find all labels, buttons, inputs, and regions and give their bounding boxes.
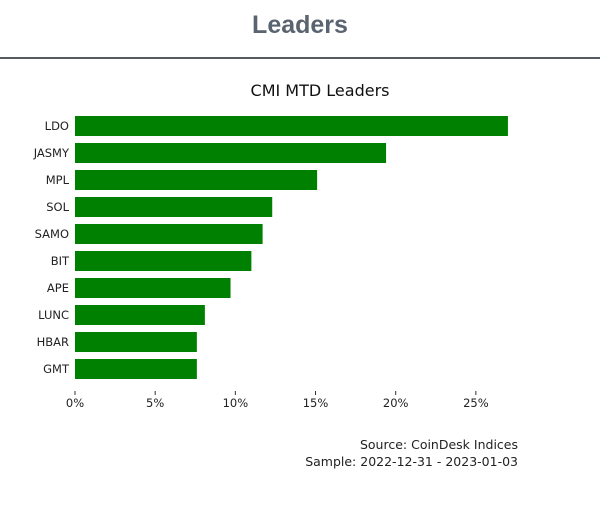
bar-gmt	[75, 359, 197, 379]
y-tick-label: GMT	[43, 362, 70, 376]
bar-hbar	[75, 332, 197, 352]
x-axis: 0% 5% 10% 15% 20% 25%	[66, 391, 489, 410]
bar-jasmy	[75, 143, 387, 163]
y-tick-label: HBAR	[37, 335, 69, 349]
x-tick-label: 15%	[303, 396, 329, 410]
bar-lunc	[75, 305, 205, 325]
y-tick-label: SAMO	[35, 227, 69, 241]
y-tick-label: SOL	[46, 200, 69, 214]
bar-mpl	[75, 170, 318, 190]
page-header: Leaders	[0, 0, 600, 59]
x-tick-label: 25%	[463, 396, 489, 410]
y-tick-label: LUNC	[38, 308, 69, 322]
bar-ldo	[75, 116, 508, 136]
x-tick-label: 0%	[66, 396, 84, 410]
sample-line: Sample: 2022-12-31 - 2023-01-03	[305, 454, 518, 469]
y-tick-label: MPL	[46, 173, 70, 187]
bars	[75, 116, 508, 379]
y-tick-label: LDO	[45, 119, 69, 133]
bar-bit	[75, 251, 252, 271]
x-tick-label: 10%	[223, 396, 249, 410]
page-title: Leaders	[252, 11, 348, 39]
bar-chart: CMI MTD Leaders LDO JASMY MPL SOL SAMO BIT APE…	[33, 81, 508, 410]
y-tick-label: BIT	[51, 254, 70, 268]
chart-title: CMI MTD Leaders	[251, 81, 390, 100]
bar-ape	[75, 278, 231, 298]
y-tick-label: APE	[47, 281, 69, 295]
source-line: Source: CoinDesk Indices	[359, 437, 518, 452]
bar-sol	[75, 197, 273, 217]
y-tick-label: JASMY	[33, 146, 70, 160]
x-tick-label: 5%	[146, 396, 164, 410]
x-tick-label: 20%	[383, 396, 409, 410]
bar-samo	[75, 224, 263, 244]
y-axis-labels: LDO JASMY MPL SOL SAMO BIT APE LUNC HBAR GMT	[33, 119, 70, 376]
